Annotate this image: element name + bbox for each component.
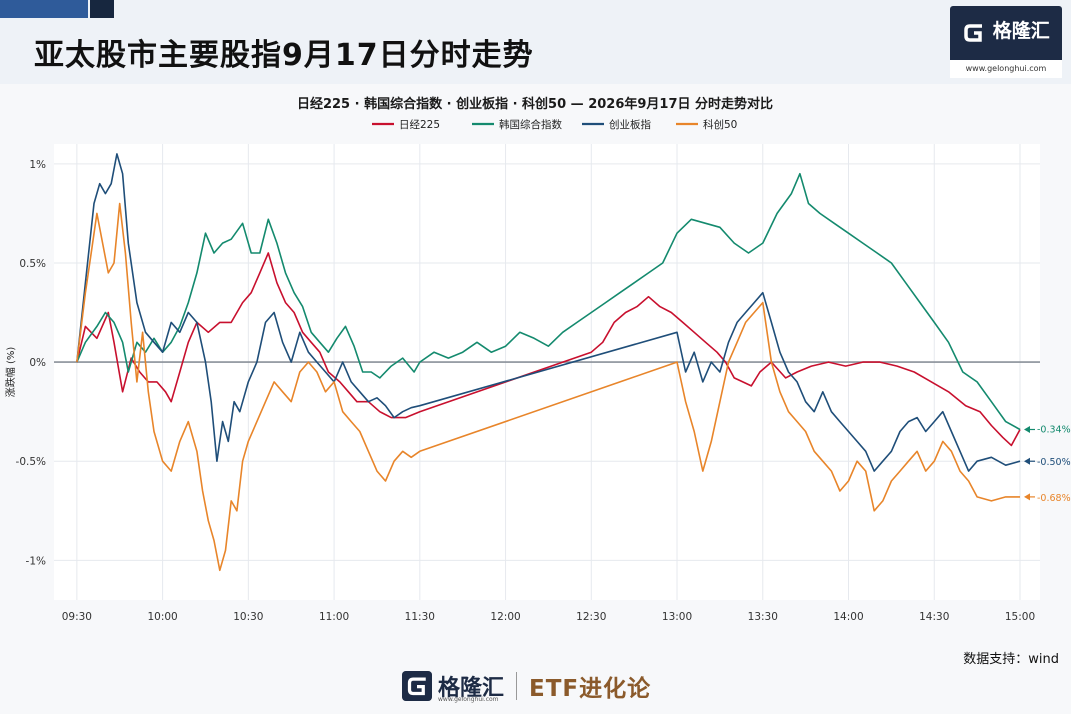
series-line — [76, 153, 1021, 472]
x-tick-label: 15:00 — [1005, 611, 1035, 623]
x-tick-label: 11:30 — [405, 611, 435, 623]
logo-url: www.gelonghui.com — [950, 60, 1062, 78]
brand-logo: 格隆汇 www.gelonghui.com — [950, 6, 1062, 78]
gelonghui-g-icon — [964, 23, 983, 42]
x-tick-label: 13:30 — [748, 611, 778, 623]
logo-text: 格隆汇 — [992, 20, 1050, 42]
end-marker — [1023, 457, 1030, 465]
chart-title: 日经225 · 韩国综合指数 · 创业板指 · 科创50 — 2026年9月17… — [297, 96, 773, 112]
end-value-label: -0.34% — [1037, 424, 1071, 435]
top-accent-bar — [0, 0, 88, 18]
end-marker — [1023, 493, 1030, 501]
footer-brand-name: 格隆汇 — [438, 676, 505, 701]
data-source: 数据支持：wind — [963, 652, 1059, 667]
x-tick-label: 11:00 — [319, 611, 349, 623]
footer-etf-title: ETF进化论 — [529, 676, 652, 702]
end-value-label: -0.50% — [1037, 457, 1071, 468]
x-tick-label: 09:30 — [62, 611, 92, 623]
page-title: 亚太股市主要股指9月17日分时走势 — [34, 38, 534, 73]
y-axis-label: 涨跌幅 (%) — [4, 347, 17, 398]
intraday-line-chart: 09:30 10:00 10:30 11:00 11:30 12:00 12:30 13:00… — [4, 96, 1071, 623]
legend-label: 创业板指 — [609, 118, 651, 131]
footer-g-icon — [402, 671, 432, 701]
y-tick-label: 1% — [29, 159, 46, 171]
x-tick-label: 14:00 — [833, 611, 863, 623]
legend-label: 科创50 — [703, 118, 737, 131]
legend-label: 日经225 — [399, 118, 440, 131]
legend-label: 韩国综合指数 — [499, 118, 562, 131]
y-tick-label: -0.5% — [16, 456, 46, 468]
x-tick-label: 13:00 — [662, 611, 692, 623]
top-accent-bar-dark — [90, 0, 114, 18]
end-marker — [1023, 425, 1030, 433]
footer-brand: 格隆汇 www.gelonghui.com ETF进化论 — [402, 666, 651, 706]
y-tick-label: 0.5% — [19, 258, 46, 270]
footer-divider — [516, 672, 518, 700]
plot-area — [54, 144, 1040, 600]
footer-brand-url: www.gelonghui.com — [438, 696, 499, 703]
series-line — [76, 202, 1020, 572]
y-tick-label: -1% — [26, 555, 46, 567]
x-tick-label: 12:30 — [576, 611, 606, 623]
x-tick-label: 12:00 — [490, 611, 520, 623]
end-value-label: -0.68% — [1037, 493, 1071, 504]
series-line — [76, 172, 1021, 431]
logo-wordmark: 格隆汇 — [950, 16, 1062, 44]
series-line — [76, 252, 1021, 447]
x-tick-label: 10:00 — [147, 611, 177, 623]
x-tick-label: 10:30 — [233, 611, 263, 623]
y-tick-label: 0% — [29, 357, 46, 369]
x-tick-label: 14:30 — [919, 611, 949, 623]
